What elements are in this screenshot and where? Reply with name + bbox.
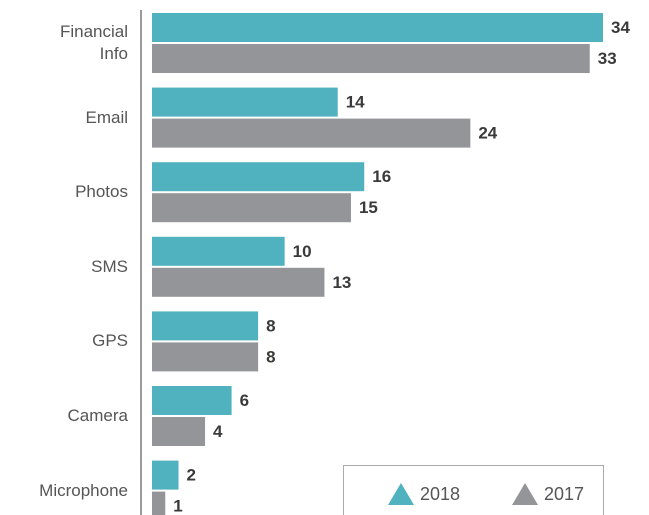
category-label: Microphone bbox=[39, 480, 128, 500]
value-label: 24 bbox=[478, 124, 497, 143]
value-label: 16 bbox=[372, 167, 391, 186]
bar bbox=[152, 386, 232, 415]
bar bbox=[152, 118, 471, 148]
bar bbox=[152, 417, 206, 446]
value-label: 13 bbox=[332, 273, 351, 292]
bar bbox=[152, 13, 603, 42]
category-label: SMS bbox=[91, 256, 128, 276]
legend-label: 2017 bbox=[544, 484, 584, 504]
category-label: Email bbox=[85, 107, 128, 127]
bar bbox=[152, 87, 338, 117]
legend-marker bbox=[512, 483, 538, 505]
value-label: 8 bbox=[266, 316, 275, 335]
value-label: 34 bbox=[611, 18, 630, 37]
category-label: GPS bbox=[92, 331, 128, 351]
category-label: Financial Info bbox=[59, 22, 128, 63]
bar bbox=[152, 460, 179, 490]
legend-box bbox=[343, 465, 604, 515]
value-label: 10 bbox=[293, 242, 312, 261]
value-label: 1 bbox=[173, 497, 182, 515]
value-label: 33 bbox=[598, 49, 617, 68]
value-label: 2 bbox=[187, 466, 196, 485]
bar bbox=[152, 236, 285, 266]
bar bbox=[152, 162, 365, 192]
bar bbox=[152, 491, 166, 515]
legend-label: 2018 bbox=[420, 484, 460, 504]
category-label: Camera bbox=[67, 406, 128, 425]
legend-marker bbox=[388, 483, 414, 505]
bar bbox=[152, 44, 590, 73]
bar bbox=[152, 311, 259, 341]
value-label: 8 bbox=[266, 347, 275, 366]
category-label: Photos bbox=[75, 182, 128, 202]
value-label: 4 bbox=[213, 422, 223, 441]
bar bbox=[152, 342, 259, 372]
value-label: 15 bbox=[359, 198, 378, 217]
bar bbox=[152, 193, 351, 223]
value-label: 14 bbox=[346, 93, 365, 112]
value-label: 6 bbox=[240, 391, 249, 410]
bar bbox=[152, 267, 325, 297]
